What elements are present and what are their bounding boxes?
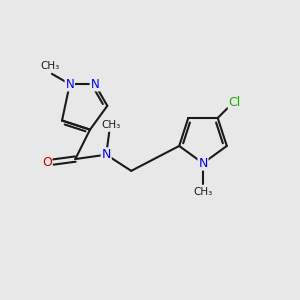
Text: CH₃: CH₃: [40, 61, 59, 70]
Text: N: N: [65, 78, 74, 91]
Text: O: O: [42, 155, 52, 169]
Text: CH₃: CH₃: [102, 120, 121, 130]
Text: N: N: [90, 78, 99, 91]
Text: Cl: Cl: [229, 96, 241, 109]
Text: N: N: [198, 157, 208, 170]
Text: CH₃: CH₃: [194, 188, 213, 197]
Text: N: N: [101, 148, 111, 161]
